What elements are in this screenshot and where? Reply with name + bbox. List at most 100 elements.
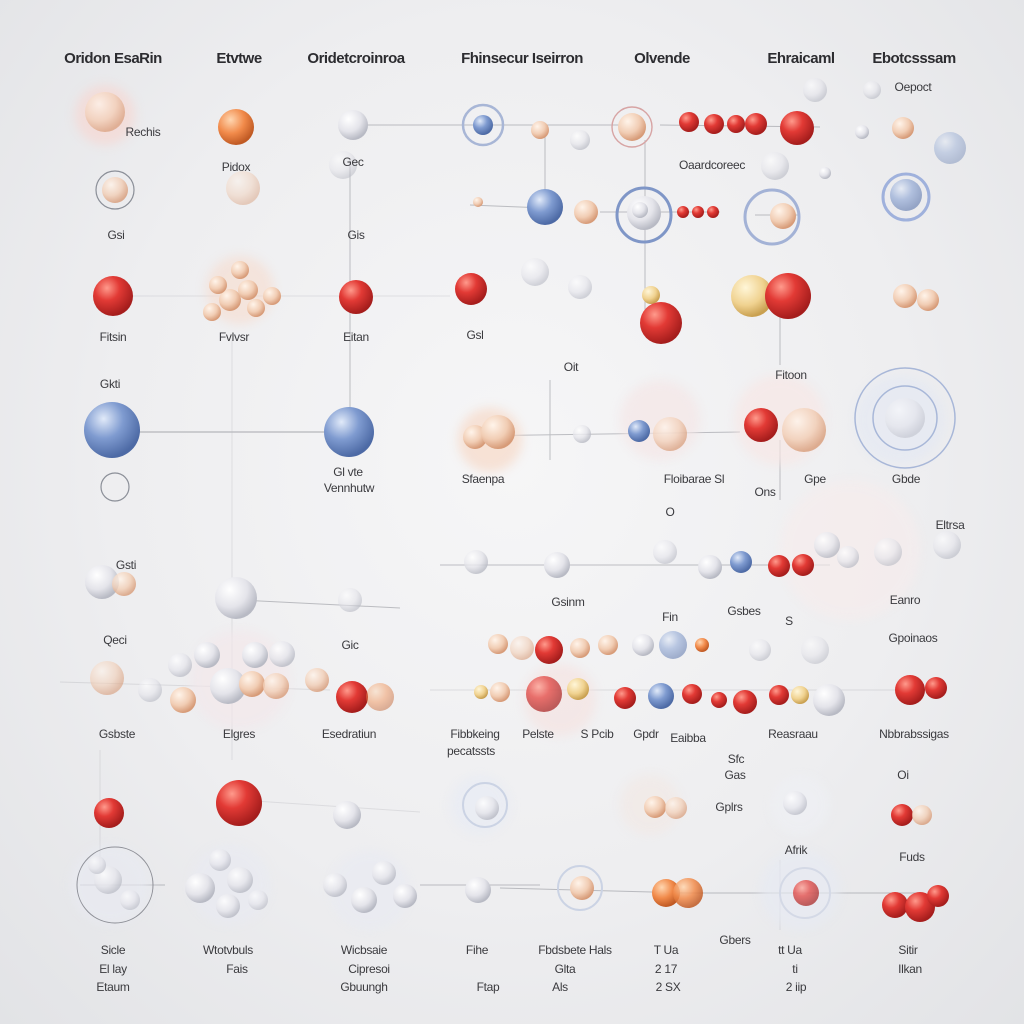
atom-label: Sitir: [898, 943, 918, 957]
column-header: Oridetcroinroa: [307, 50, 405, 67]
atom-peach: [238, 280, 258, 300]
atom-peach: [531, 121, 549, 139]
atom-white: [813, 684, 845, 716]
atom-peach: [618, 113, 646, 141]
atom-peach: [893, 284, 917, 308]
column-header: Etvtwe: [216, 50, 262, 67]
atom-blue: [659, 631, 687, 659]
atom-label: Wtotvbuls: [203, 943, 253, 957]
atom-red: [677, 206, 689, 218]
atom-red: [707, 206, 719, 218]
atom-red: [336, 681, 368, 713]
atom-label: Pelste: [522, 727, 554, 741]
atom-peach: [510, 636, 534, 660]
atom-white: [338, 588, 362, 612]
atom-white: [475, 796, 499, 820]
atom-peach: [917, 289, 939, 311]
atom-white: [333, 801, 361, 829]
atom-white: [783, 791, 807, 815]
atom-red: [679, 112, 699, 132]
atom-red: [535, 636, 563, 664]
atom-red: [792, 554, 814, 576]
atom-white: [885, 398, 925, 438]
atom-peach: [247, 299, 265, 317]
atom-label: Oi: [897, 768, 909, 782]
atom-label: Eitan: [343, 330, 369, 344]
atom-label: Gec: [342, 155, 364, 169]
atom-peach: [85, 92, 125, 132]
atom-label: Gbuungh: [340, 980, 388, 994]
atom-red: [769, 685, 789, 705]
atom-white: [227, 867, 253, 893]
atom-label: Elgres: [222, 727, 256, 741]
atom-peach: [366, 683, 394, 711]
atom-white: [338, 110, 368, 140]
atom-peach: [112, 572, 136, 596]
atom-label: Etaum: [96, 980, 130, 994]
atom-red: [745, 113, 767, 135]
atom-label: 2 iip: [785, 980, 807, 994]
atom-label: Gplrs: [715, 800, 743, 814]
atom-label: Afrik: [784, 843, 808, 857]
atom-label: Gbde: [891, 472, 921, 486]
atom-white: [801, 636, 829, 664]
atom-white: [933, 531, 961, 559]
atom-peach: [912, 805, 932, 825]
atom-label: Gkti: [99, 377, 121, 391]
atom-red: [768, 555, 790, 577]
atom-white: [248, 890, 268, 910]
atom-label: Qeci: [103, 633, 127, 647]
atom-label: Ons: [754, 485, 776, 499]
atom-label: Gl vte: [333, 465, 363, 479]
atom-red: [925, 677, 947, 699]
atom-peach: [473, 197, 483, 207]
atom-label: Fin: [662, 610, 678, 624]
atom-label: Eanro: [889, 593, 921, 607]
atom-white: [372, 861, 396, 885]
atom-white: [393, 884, 417, 908]
atom-red: [526, 676, 562, 712]
atom-peach: [598, 635, 618, 655]
atom-label: S Pcib: [580, 727, 614, 741]
atom-yellow: [695, 638, 709, 652]
atom-white: [837, 546, 859, 568]
atom-red: [692, 206, 704, 218]
atom-white: [544, 552, 570, 578]
atom-label: El lay: [99, 962, 127, 976]
atom-peach: [488, 634, 508, 654]
atom-label: Gsbes: [727, 604, 761, 618]
atom-peach: [263, 287, 281, 305]
atom-label: Oit: [563, 360, 579, 374]
atom-peach: [731, 275, 773, 317]
atom-blue: [324, 407, 374, 457]
atom-red: [882, 892, 908, 918]
atom-peach: [782, 408, 826, 452]
atom-label: tt Ua: [778, 943, 802, 957]
orbit-ring: [615, 186, 673, 244]
atom-white: [323, 873, 347, 897]
atom-label: Sfc: [727, 752, 745, 766]
atom-label: Fitsin: [99, 330, 127, 344]
atom-label: S: [785, 614, 793, 628]
atom-white: [874, 538, 902, 566]
atom-white: [351, 887, 377, 913]
atom-label: Eaibba: [670, 731, 706, 745]
atom-label: Gpdr: [633, 727, 659, 741]
atom-blue: [890, 179, 922, 211]
atom-red: [780, 111, 814, 145]
atom-peach: [231, 261, 249, 279]
atom-label: Gbers: [719, 933, 751, 947]
atom-red: [640, 302, 682, 344]
atom-red: [218, 109, 254, 145]
atom-peach: [570, 638, 590, 658]
atom-peach: [791, 686, 809, 704]
atom-red: [93, 276, 133, 316]
orbit-ring: [881, 172, 931, 222]
atom-label: 2 17: [654, 962, 678, 976]
column-header: Oridon EsaRin: [64, 50, 162, 67]
atom-label: Gic: [341, 638, 359, 652]
atom-yellow: [474, 685, 488, 699]
atom-white: [761, 152, 789, 180]
atom-peach: [644, 796, 666, 818]
